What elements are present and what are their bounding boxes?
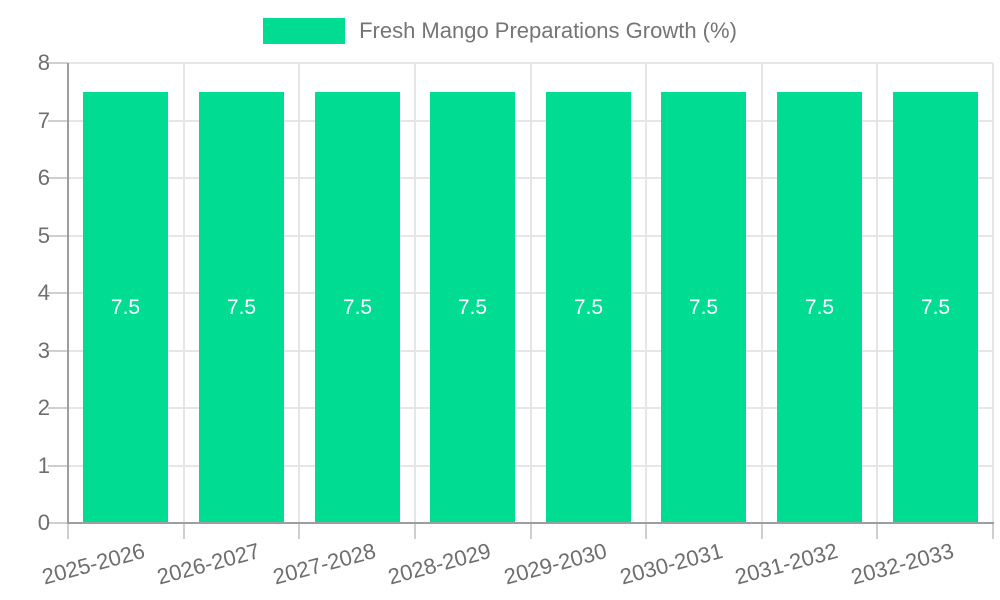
bar-value-label: 7.5	[226, 295, 257, 319]
x-gridline	[645, 63, 647, 523]
y-axis-label: 2	[37, 395, 50, 420]
y-axis-label: 5	[37, 222, 50, 248]
x-axis-tick	[414, 523, 416, 539]
x-gridline	[530, 63, 532, 523]
y-axis-label: 6	[37, 165, 50, 190]
bar[interactable]	[546, 92, 631, 523]
bar-value-label: 7.5	[920, 295, 951, 319]
x-axis-tick	[67, 523, 69, 539]
x-axis-tick	[530, 523, 532, 539]
bar-value-label: 7.5	[804, 295, 835, 319]
y-axis-label: 0	[37, 510, 50, 535]
bar-value-label: 7.5	[110, 295, 141, 319]
y-axis-line	[67, 63, 69, 523]
x-gridline	[761, 63, 763, 523]
bar[interactable]	[315, 92, 400, 523]
x-gridline	[992, 63, 994, 523]
bar-value-label: 7.5	[457, 295, 488, 319]
x-axis-tick	[183, 523, 185, 539]
x-axis-tick	[645, 523, 647, 539]
y-axis-label: 4	[37, 280, 50, 305]
y-axis-tick	[48, 522, 68, 524]
x-axis-label: 2028-2029	[385, 538, 494, 590]
y-axis-tick	[48, 234, 68, 237]
legend-label: Fresh Mango Preparations Growth (%)	[359, 18, 737, 43]
y-axis-tick	[48, 119, 68, 122]
x-axis-label: 2026-2027	[154, 538, 263, 590]
bar[interactable]	[430, 92, 515, 523]
bar-value-label: 7.5	[342, 295, 373, 319]
y-axis-label: 1	[37, 452, 50, 478]
y-axis-tick	[48, 62, 68, 64]
x-axis-label: 2029-2030	[501, 538, 610, 590]
bar[interactable]	[83, 92, 168, 523]
bar[interactable]	[777, 92, 862, 523]
x-axis-label: 2027-2028	[270, 538, 379, 590]
bar[interactable]	[661, 92, 746, 523]
x-axis-tick	[761, 523, 763, 539]
y-axis-label: 3	[37, 337, 50, 363]
bar[interactable]	[199, 92, 284, 523]
x-axis-line	[67, 522, 994, 524]
legend-swatch	[263, 18, 346, 44]
x-axis-label: 2032-2033	[848, 538, 957, 590]
y-axis-label: 8	[37, 50, 50, 75]
x-gridline	[183, 63, 185, 523]
x-axis-tick	[298, 523, 300, 539]
bar[interactable]	[893, 92, 978, 523]
y-axis-label: 7	[37, 107, 50, 133]
bar-value-label: 7.5	[688, 295, 719, 319]
x-axis-label: 2031-2032	[732, 538, 841, 590]
x-axis-label: 2030-2031	[617, 538, 726, 590]
x-gridline	[414, 63, 416, 523]
y-axis-tick	[48, 177, 68, 179]
y-axis-tick	[48, 292, 68, 294]
y-axis-tick	[48, 464, 68, 467]
legend[interactable]: Fresh Mango Preparations Growth (%)	[0, 17, 1000, 45]
y-axis-tick	[48, 349, 68, 352]
x-axis-tick	[992, 523, 994, 539]
x-gridline	[876, 63, 878, 523]
x-gridline	[298, 63, 300, 523]
bar-value-label: 7.5	[573, 295, 604, 319]
x-axis-tick	[876, 523, 878, 539]
x-axis-label: 2025-2026	[38, 538, 148, 590]
y-axis-tick	[48, 407, 68, 409]
